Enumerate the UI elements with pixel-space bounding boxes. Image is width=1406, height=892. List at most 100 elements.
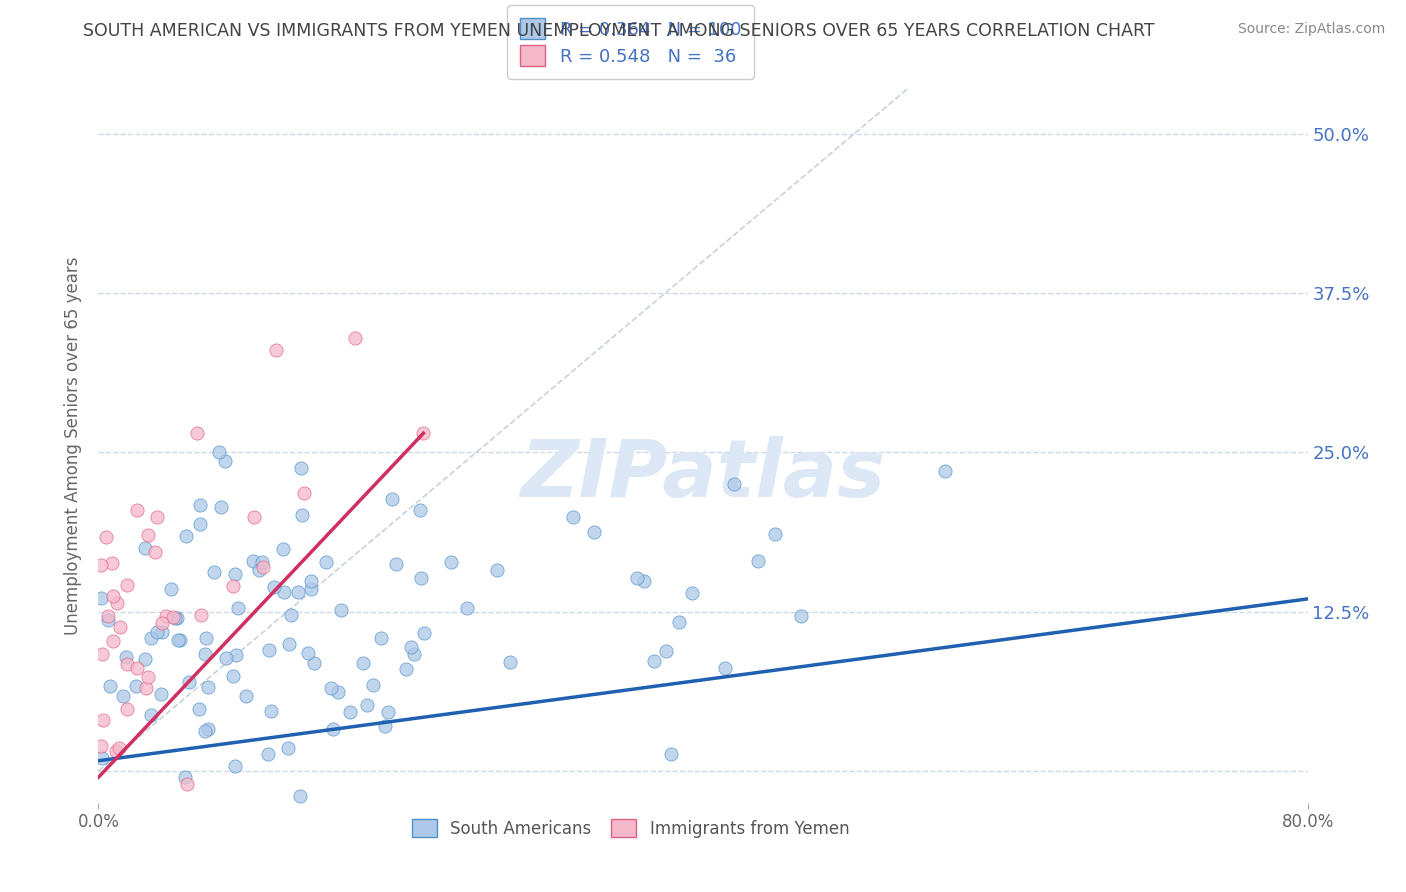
- Point: [339, 705, 361, 719]
- Point: [330, 603, 353, 617]
- Point: [352, 657, 374, 671]
- Point: [747, 554, 769, 568]
- Point: [186, 426, 208, 441]
- Point: [150, 615, 173, 630]
- Point: [224, 567, 246, 582]
- Point: [136, 528, 159, 542]
- Point: [188, 498, 211, 512]
- Legend: South Americans, Immigrants from Yemen: South Americans, Immigrants from Yemen: [405, 813, 856, 845]
- Point: [440, 556, 463, 570]
- Point: [202, 566, 225, 580]
- Point: [190, 608, 212, 623]
- Point: [98, 679, 121, 693]
- Point: [319, 681, 342, 695]
- Point: [714, 661, 737, 675]
- Point: [115, 649, 138, 664]
- Point: [194, 647, 217, 661]
- Point: [105, 744, 128, 758]
- Point: [404, 647, 426, 661]
- Point: [277, 741, 299, 756]
- Point: [409, 570, 432, 584]
- Point: [166, 611, 188, 625]
- Point: [141, 631, 163, 645]
- Point: [222, 579, 245, 593]
- Point: [322, 722, 344, 736]
- Point: [125, 679, 148, 693]
- Point: [141, 707, 163, 722]
- Point: [105, 597, 128, 611]
- Point: [299, 574, 322, 588]
- Text: ZIPatlas: ZIPatlas: [520, 435, 886, 514]
- Point: [247, 562, 270, 576]
- Point: [399, 640, 422, 654]
- Point: [412, 426, 434, 441]
- Point: [195, 631, 218, 645]
- Point: [90, 739, 112, 753]
- Point: [257, 747, 280, 761]
- Point: [91, 713, 114, 727]
- Point: [145, 545, 167, 559]
- Point: [146, 510, 169, 524]
- Point: [291, 508, 314, 523]
- Point: [315, 555, 337, 569]
- Point: [409, 503, 432, 517]
- Point: [221, 669, 243, 683]
- Point: [90, 591, 112, 605]
- Point: [583, 525, 606, 540]
- Point: [377, 705, 399, 719]
- Point: [187, 702, 209, 716]
- Point: [90, 558, 112, 572]
- Point: [486, 563, 509, 577]
- Point: [297, 646, 319, 660]
- Point: [174, 770, 197, 784]
- Point: [127, 502, 149, 516]
- Point: [208, 445, 231, 459]
- Point: [263, 581, 285, 595]
- Point: [681, 585, 703, 599]
- Point: [112, 690, 135, 704]
- Point: [278, 637, 301, 651]
- Point: [169, 633, 191, 648]
- Point: [287, 585, 309, 599]
- Point: [197, 680, 219, 694]
- Point: [252, 559, 274, 574]
- Point: [162, 609, 184, 624]
- Point: [136, 670, 159, 684]
- Point: [152, 624, 174, 639]
- Point: [115, 702, 138, 716]
- Point: [160, 582, 183, 597]
- Point: [395, 662, 418, 676]
- Point: [176, 777, 198, 791]
- Point: [101, 556, 124, 570]
- Point: [115, 577, 138, 591]
- Point: [209, 500, 232, 515]
- Point: [381, 491, 404, 506]
- Text: SOUTH AMERICAN VS IMMIGRANTS FROM YEMEN UNEMPLOYMENT AMONG SENIORS OVER 65 YEARS: SOUTH AMERICAN VS IMMIGRANTS FROM YEMEN …: [83, 22, 1154, 40]
- Point: [288, 789, 311, 804]
- Point: [117, 657, 139, 671]
- Point: [242, 554, 264, 568]
- Point: [633, 574, 655, 588]
- Point: [456, 601, 478, 615]
- Point: [643, 654, 665, 668]
- Point: [194, 723, 217, 738]
- Y-axis label: Unemployment Among Seniors over 65 years: Unemployment Among Seniors over 65 years: [65, 257, 83, 635]
- Point: [163, 611, 186, 625]
- Point: [299, 582, 322, 597]
- Point: [626, 571, 648, 585]
- Point: [328, 685, 350, 699]
- Point: [224, 758, 246, 772]
- Point: [723, 477, 745, 491]
- Point: [280, 608, 302, 623]
- Point: [197, 722, 219, 736]
- Point: [90, 751, 112, 765]
- Point: [150, 687, 173, 701]
- Point: [97, 609, 120, 624]
- Point: [146, 624, 169, 639]
- Point: [134, 651, 156, 665]
- Point: [134, 541, 156, 555]
- Point: [225, 648, 247, 663]
- Point: [789, 608, 811, 623]
- Point: [91, 647, 114, 661]
- Point: [125, 660, 148, 674]
